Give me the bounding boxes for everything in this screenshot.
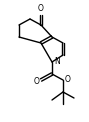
Text: N: N [54,56,60,66]
Text: O: O [38,4,44,13]
Text: O: O [33,76,39,86]
Text: O: O [65,75,71,83]
